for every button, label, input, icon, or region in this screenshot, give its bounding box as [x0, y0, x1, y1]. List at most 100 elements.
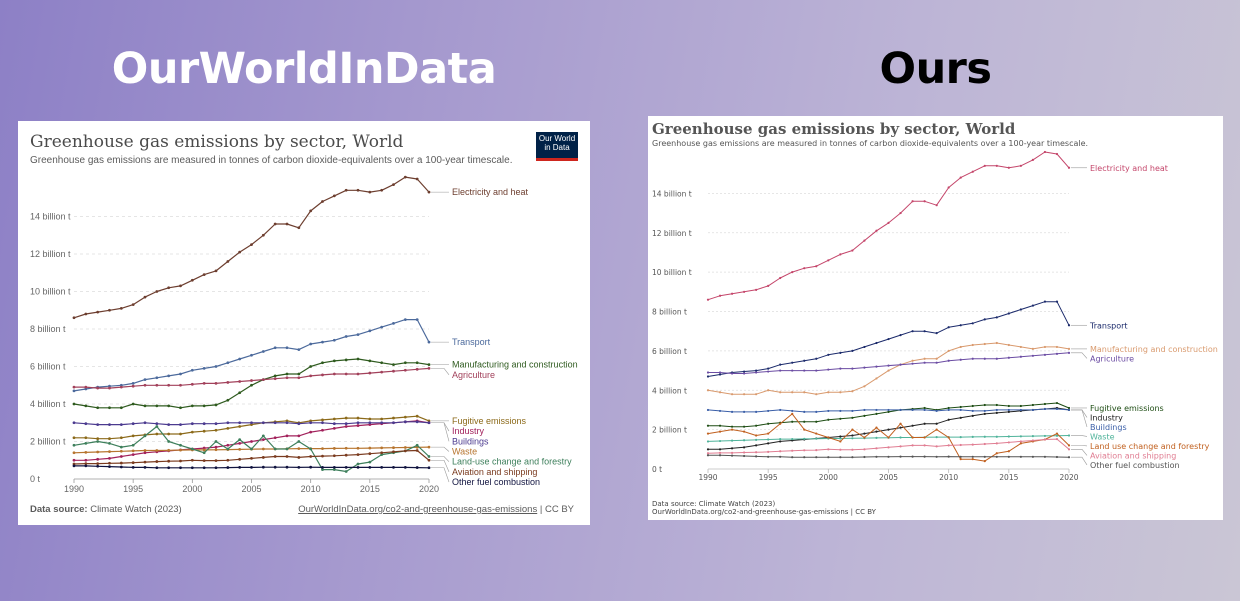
ours-data-point	[1007, 404, 1010, 408]
owid-data-point	[297, 422, 301, 426]
ours-data-point	[815, 265, 818, 268]
owid-y-tick-label: 8 billion t	[30, 324, 66, 334]
owid-data-point	[202, 422, 206, 426]
owid-data-point	[297, 372, 301, 376]
ours-data-point	[983, 412, 986, 415]
ours-data-point	[827, 456, 830, 459]
owid-data-point	[356, 372, 360, 376]
ours-end-label-transport: Transport	[1089, 321, 1128, 330]
ours-data-point	[779, 408, 782, 412]
owid-x-tick-label: 1990	[64, 484, 84, 494]
owid-data-point	[332, 417, 336, 421]
ours-data-point	[730, 454, 734, 457]
ours-data-point	[827, 409, 830, 413]
owid-data-point	[321, 418, 324, 422]
owid-data-point	[297, 465, 301, 469]
ours-data-point	[779, 363, 782, 366]
owid-data-point	[72, 316, 76, 320]
ours-data-point	[1055, 152, 1059, 156]
ours-data-point	[815, 437, 818, 440]
owid-data-point	[285, 372, 289, 376]
owid-data-point	[84, 458, 88, 462]
owid-url-link[interactable]: OurWorldInData.org/co2-and-greenhouse-ga…	[298, 504, 538, 515]
ours-data-point	[959, 458, 962, 461]
owid-data-point	[309, 465, 313, 469]
owid-data-point	[403, 449, 407, 453]
owid-data-point	[368, 359, 372, 363]
ours-data-point	[1019, 435, 1022, 438]
owid-data-point	[226, 260, 230, 263]
ours-data-point	[899, 334, 902, 337]
owid-data-point	[297, 348, 301, 352]
owid-data-point	[72, 421, 76, 425]
owid-logo[interactable]: Our World in Data	[536, 132, 578, 161]
owid-data-point	[415, 466, 419, 469]
ours-data-point	[935, 436, 938, 439]
owid-series-electricity-and-heat	[72, 175, 431, 320]
ours-data-point	[959, 408, 962, 412]
ours-data-point	[1019, 440, 1022, 443]
ours-data-point	[767, 450, 770, 453]
owid-data-point	[226, 421, 230, 425]
owid-end-label-fugitive-emissions: Fugitive emissions	[452, 416, 527, 426]
owid-data-point	[356, 424, 360, 427]
owid-data-point	[179, 406, 182, 410]
owid-data-point	[273, 421, 277, 425]
ours-data-point	[767, 422, 770, 425]
ours-data-point	[1031, 354, 1034, 357]
owid-data-point	[297, 376, 301, 380]
ours-x-tick-label: 2005	[879, 473, 898, 482]
owid-data-point	[344, 465, 348, 469]
ours-data-point	[718, 409, 722, 413]
ours-data-point	[899, 422, 902, 425]
owid-data-point	[380, 421, 384, 425]
ours-data-point	[971, 455, 974, 458]
ours-end-label-aviation-and-shipping: Aviation and shipping	[1090, 451, 1176, 460]
owid-data-point	[167, 466, 171, 470]
ours-data-point	[779, 369, 782, 372]
ours-y-tick-label: 2 billion t	[652, 426, 687, 435]
ours-data-point	[1067, 166, 1071, 169]
owid-data-point	[84, 404, 88, 408]
owid-data-point	[72, 443, 76, 447]
ours-x-tick-label: 1990	[698, 473, 717, 482]
ours-data-point	[923, 436, 926, 439]
owid-data-point	[356, 453, 360, 457]
owid-data-point	[179, 448, 182, 452]
ours-y-tick-label: 8 billion t	[652, 308, 687, 317]
ours-data-point	[959, 455, 962, 458]
owid-data-point	[321, 465, 324, 469]
owid-data-point	[226, 426, 230, 430]
owid-data-point	[368, 329, 372, 333]
ours-data-point	[923, 357, 926, 360]
ours-data-point	[923, 330, 926, 333]
ours-data-point	[803, 420, 806, 423]
owid-data-point	[214, 422, 218, 426]
ours-data-point	[911, 200, 914, 203]
ours-data-point	[803, 267, 806, 270]
owid-data-point	[202, 459, 206, 463]
ours-data-point	[863, 436, 866, 439]
owid-label-connector	[431, 422, 450, 432]
owid-gridlines	[74, 216, 429, 442]
ours-data-point	[935, 357, 938, 360]
owid-data-point	[380, 361, 384, 365]
ours-data-point	[971, 404, 974, 408]
owid-data-point	[72, 389, 76, 393]
ours-data-point	[1007, 410, 1010, 414]
owid-data-point	[332, 338, 336, 342]
owid-x-tick-label: 2010	[301, 484, 321, 494]
ours-data-point	[839, 456, 842, 459]
ours-end-label-other-fuel-combustion: Other fuel combustion	[1090, 461, 1180, 470]
ours-data-point	[730, 439, 734, 442]
ours-label-connector	[1071, 409, 1088, 418]
owid-data-point	[96, 464, 100, 468]
ours-data-point	[983, 442, 986, 446]
ours-series-electricity-and-heat	[706, 150, 1071, 301]
ours-data-point	[947, 455, 950, 458]
owid-data-point	[297, 440, 301, 443]
ours-series-fugitive-emissions	[706, 401, 1071, 428]
owid-data-point	[368, 452, 372, 456]
ours-data-point	[863, 345, 866, 349]
ours-data-point	[983, 455, 986, 458]
